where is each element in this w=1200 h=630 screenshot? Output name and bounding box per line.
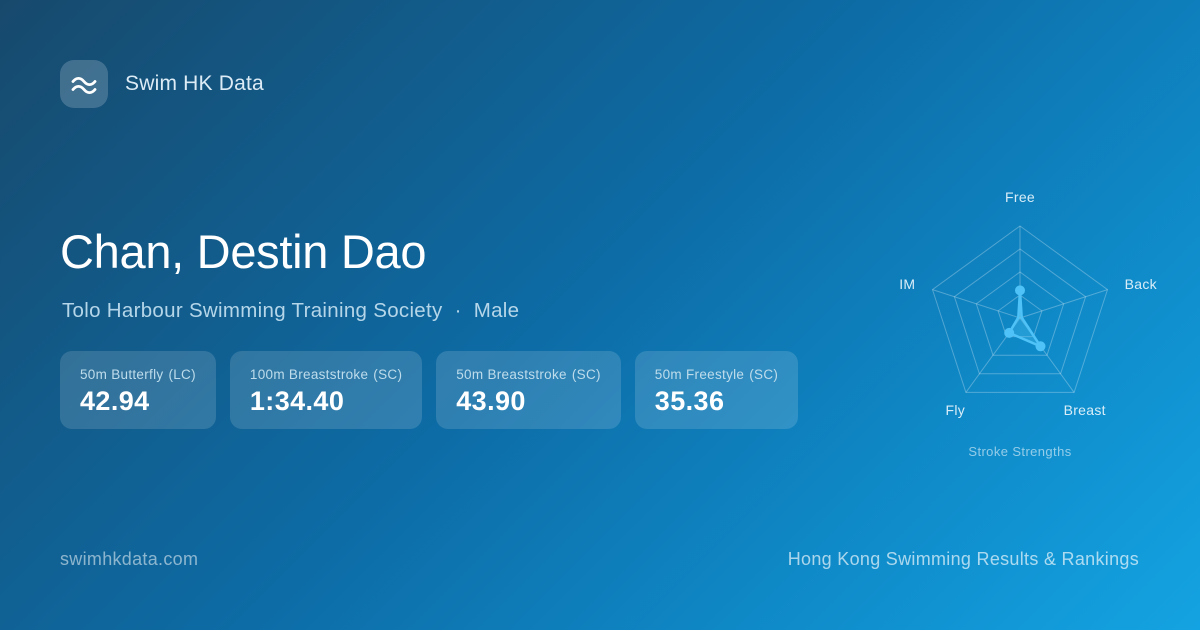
- stats-row: 50m Butterfly (LC) 42.94 100m Breaststrok…: [60, 351, 799, 429]
- swimmer-gender: Male: [473, 299, 520, 322]
- stat-time: 35.36: [654, 386, 725, 416]
- stat-card: 50m Freestyle (SC) 35.36: [634, 351, 799, 429]
- brand-name: Swim HK Data: [125, 72, 264, 95]
- stat-time: 42.94: [80, 386, 150, 416]
- radar-axis-label: Back: [1125, 276, 1158, 292]
- header: Swim HK Data: [60, 60, 264, 108]
- footer-tagline: Hong Kong Swimming Results & Rankings: [787, 549, 1139, 569]
- radar-axis-label: IM: [899, 276, 915, 292]
- stat-event-label: 50m Freestyle (SC): [655, 367, 778, 382]
- radar-grid-ring: [975, 271, 1065, 356]
- stat-time: 43.90: [456, 386, 526, 416]
- swimmer-name: Chan, Destin Dao: [60, 225, 427, 278]
- radar-grid-ring: [931, 225, 1109, 393]
- radar-grid-ring: [953, 248, 1087, 375]
- swimmer-subtitle: Tolo Harbour Swimming Training Society ·…: [62, 299, 519, 323]
- radar-data-point: [1015, 285, 1025, 296]
- radar-data-point: [1035, 341, 1046, 352]
- stat-course: (SC): [373, 367, 403, 382]
- subtitle-separator: ·: [454, 299, 462, 322]
- radar-axis-label: Fly: [946, 402, 966, 418]
- stroke-radar-chart: Free Back Breast Fly IM: [899, 189, 1158, 418]
- stat-card: 50m Butterfly (LC) 42.94: [60, 351, 216, 429]
- waves-icon: [71, 76, 97, 95]
- stat-event-label: 50m Butterfly (LC): [80, 367, 196, 382]
- radar-data-point: [1004, 327, 1015, 338]
- radar-spoke: [932, 289, 1021, 319]
- stat-event: 50m Freestyle: [654, 367, 745, 382]
- stat-card: 50m Breaststroke (SC) 43.90: [436, 351, 621, 429]
- stat-course: (SC): [749, 367, 779, 382]
- radar-caption: Stroke Strengths: [968, 444, 1072, 459]
- stat-event: 50m Butterfly: [80, 367, 164, 382]
- swimmer-club: Tolo Harbour Swimming Training Society: [62, 299, 443, 322]
- stat-event: 50m Breaststroke: [456, 367, 567, 382]
- radar-spoke: [1019, 289, 1108, 319]
- radar-axis-label: Free: [1005, 189, 1035, 205]
- stat-event: 100m Breaststroke: [249, 367, 369, 382]
- stat-course: (LC): [168, 367, 196, 382]
- stat-event-label: 100m Breaststroke (SC): [250, 367, 402, 382]
- radar-axis-label: Breast: [1064, 402, 1106, 418]
- brand-logo: [60, 60, 108, 108]
- stat-event-label: 50m Breaststroke (SC): [456, 367, 601, 382]
- stat-card: 100m Breaststroke (SC) 1:34.40: [229, 351, 423, 429]
- radar-data-polygon: [1007, 289, 1042, 348]
- stat-time: 1:34.40: [249, 386, 345, 416]
- footer-site-url: swimhkdata.com: [60, 549, 199, 569]
- stat-course: (SC): [571, 367, 601, 382]
